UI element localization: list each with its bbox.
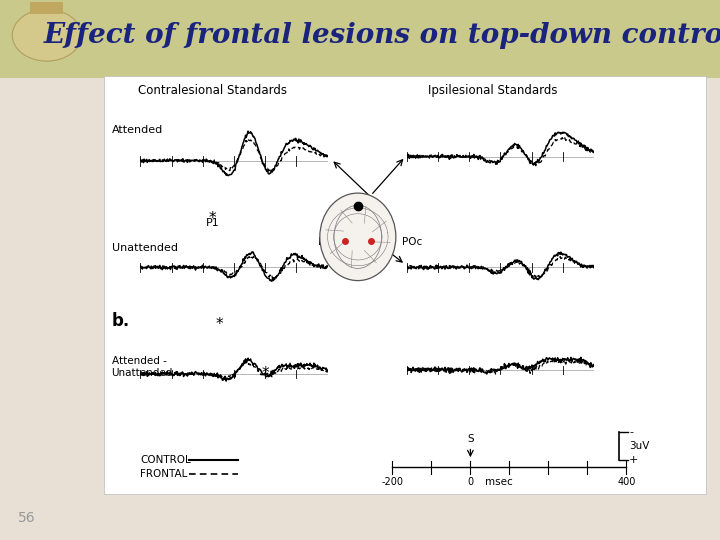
Text: POi: POi <box>318 237 336 247</box>
Text: CONTROL: CONTROL <box>140 455 191 465</box>
Text: 0: 0 <box>467 477 474 487</box>
Text: S: S <box>467 434 474 444</box>
Text: *: * <box>261 366 269 381</box>
Bar <box>0 78 720 540</box>
Text: Unattended: Unattended <box>112 244 178 253</box>
Bar <box>0 0 720 78</box>
Text: Effect of frontal lesions on top-down control: Effect of frontal lesions on top-down co… <box>43 22 720 49</box>
Text: POc: POc <box>402 237 423 247</box>
Text: 3uV: 3uV <box>629 441 649 451</box>
Text: FRONTAL: FRONTAL <box>140 469 188 479</box>
Text: b.: b. <box>112 312 130 330</box>
Bar <box>30 2 63 14</box>
Text: Contralesional Standards: Contralesional Standards <box>138 84 287 97</box>
Text: Ipsilesional Standards: Ipsilesional Standards <box>428 84 558 97</box>
Text: Attended: Attended <box>112 125 163 134</box>
Bar <box>104 76 706 494</box>
Text: 56: 56 <box>18 511 35 525</box>
Text: P1: P1 <box>205 218 220 228</box>
Text: Attended -
Unattended: Attended - Unattended <box>112 356 173 378</box>
Text: -200: -200 <box>382 477 403 487</box>
Text: msec: msec <box>485 477 513 487</box>
Text: 400: 400 <box>617 477 636 487</box>
Text: +: + <box>629 455 639 465</box>
Text: *: * <box>216 317 223 332</box>
Text: *: * <box>209 211 216 226</box>
Ellipse shape <box>320 193 396 281</box>
Circle shape <box>12 9 81 61</box>
Text: -: - <box>629 427 634 437</box>
